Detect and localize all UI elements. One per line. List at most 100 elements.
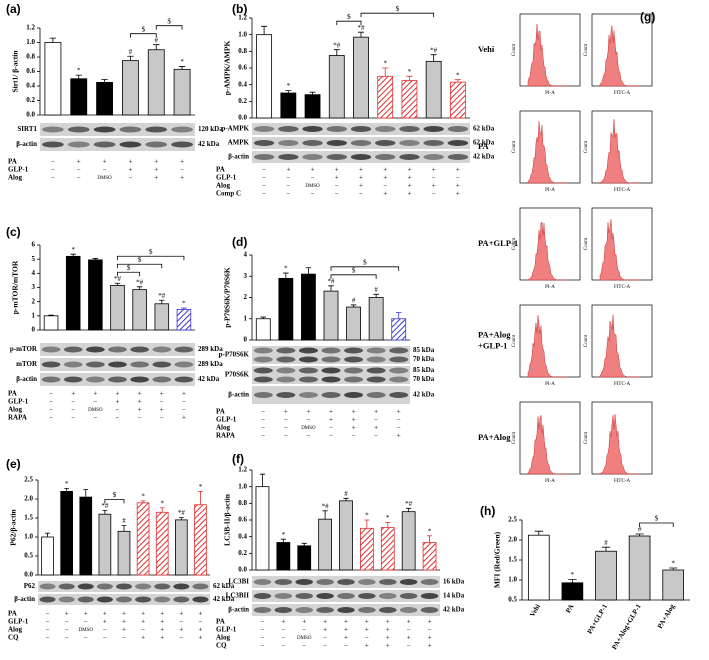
y-axis-label: Count	[584, 237, 589, 250]
treatment-sign: +	[344, 634, 348, 642]
error-bar	[102, 510, 108, 515]
blot-band	[358, 593, 376, 599]
treatment-sign: +	[359, 182, 363, 190]
blot-band	[174, 346, 194, 353]
blot-band	[39, 583, 56, 590]
plot-frame	[519, 110, 581, 184]
treatment-sign: +	[386, 634, 390, 642]
blot-band	[423, 126, 444, 132]
kda-label: 62 kDa	[213, 582, 235, 590]
blot-band	[389, 356, 409, 363]
error-bar	[426, 535, 433, 543]
treatment-sign: −	[77, 166, 81, 174]
blot-band	[67, 141, 90, 148]
treatment-sign: +	[407, 166, 411, 174]
treatment-sign: +	[160, 626, 164, 634]
treatment-sign: −	[138, 414, 142, 422]
y-tick-label: 0.4	[26, 82, 35, 90]
error-bar	[114, 282, 121, 286]
significance-marker: *	[287, 82, 291, 90]
error-bar	[48, 314, 54, 316]
kda-label: 16 kDa	[443, 578, 465, 586]
bar	[297, 545, 312, 571]
treatment-sign: −	[281, 626, 285, 634]
y-tick-label: 3	[244, 272, 248, 280]
treatment-sign: −	[432, 174, 436, 182]
treatment-sign: +	[122, 610, 126, 618]
blot-band	[154, 583, 171, 590]
significance-marker: *	[408, 68, 412, 76]
blot-band	[253, 392, 273, 398]
kda-label: 42 kDa	[198, 375, 220, 383]
error-bar	[406, 75, 413, 81]
treatment-sign: +	[182, 390, 186, 398]
treatment-sign: +	[344, 618, 348, 626]
error-bar	[454, 79, 461, 83]
treatment-sign: +	[122, 618, 126, 626]
bar	[117, 530, 131, 576]
treatment-sign: −	[65, 634, 69, 642]
treatment-sign: −	[49, 406, 53, 414]
bar	[377, 75, 394, 119]
error-bar	[364, 519, 370, 529]
treatment-sign: −	[65, 626, 69, 634]
blot-label: p-mTOR	[10, 345, 38, 353]
bar	[43, 315, 59, 331]
blot-band	[326, 154, 347, 160]
plot-frame	[519, 304, 581, 378]
significance-marker: *#	[333, 41, 341, 49]
x-axis-label: FITC-A	[614, 382, 631, 387]
treatment-name: Alog	[8, 406, 23, 414]
treatment-sign: −	[456, 174, 460, 182]
treatment-sign: +	[329, 408, 333, 416]
blot-band	[93, 126, 116, 133]
treatment-sign: −	[116, 414, 120, 422]
blot-band	[115, 583, 133, 590]
blot-band	[253, 593, 272, 599]
significance-marker: *	[199, 483, 203, 491]
plot-frame	[519, 13, 581, 87]
bar	[328, 55, 345, 119]
y-tick-label: 0.0	[238, 114, 247, 122]
treatment-sign: −	[122, 634, 126, 642]
blot-band	[276, 367, 296, 374]
blot-band	[321, 356, 341, 363]
treatment-sign: +	[383, 190, 387, 198]
bracket-label: $	[352, 266, 356, 274]
kda-label: 42 kDa	[198, 140, 220, 148]
y-tick-label: 2.0	[24, 495, 33, 503]
blot-band	[276, 376, 296, 383]
blot-band	[63, 361, 83, 368]
bar	[527, 534, 550, 601]
treatment-sign: +	[160, 618, 164, 626]
treatment-sign: −	[329, 432, 333, 440]
error-bar	[75, 74, 82, 79]
bar	[380, 527, 395, 571]
blot-band	[276, 392, 296, 398]
treatment-sign: −	[329, 424, 333, 432]
y-axis-label: Sirt1/ β-actin	[11, 50, 20, 93]
panel: (c) 0 1 2 3 4 5 6 p-mTOR/mTOR * *# *# *# * $ $ $ p-mTOR 28…	[6, 225, 223, 421]
treatment-name: CQ	[8, 634, 19, 642]
bar	[280, 92, 297, 119]
significance-marker: *	[180, 58, 184, 66]
treatment-sign: +	[93, 390, 97, 398]
kda-label: 85 kDa	[413, 366, 435, 374]
blot-band	[321, 367, 341, 374]
y-tick-label: 1	[244, 314, 248, 322]
treatment-sign: −	[71, 406, 75, 414]
bracket	[330, 266, 400, 271]
blot-band	[399, 126, 420, 132]
x-axis-label: PI-A	[545, 91, 555, 96]
blot-band	[145, 126, 168, 133]
bracket	[155, 25, 183, 30]
treatment-name: Alog	[216, 182, 231, 190]
blot-label: p-P70S6K	[219, 351, 250, 359]
bar	[353, 36, 369, 119]
significance-marker: *	[65, 480, 69, 488]
treatment-name: RAPA	[8, 414, 27, 422]
blot-band	[298, 376, 318, 383]
treatment-sign: DMSO	[88, 408, 103, 413]
treatment-sign: −	[281, 642, 285, 650]
x-axis-label: FITC-A	[614, 285, 631, 290]
